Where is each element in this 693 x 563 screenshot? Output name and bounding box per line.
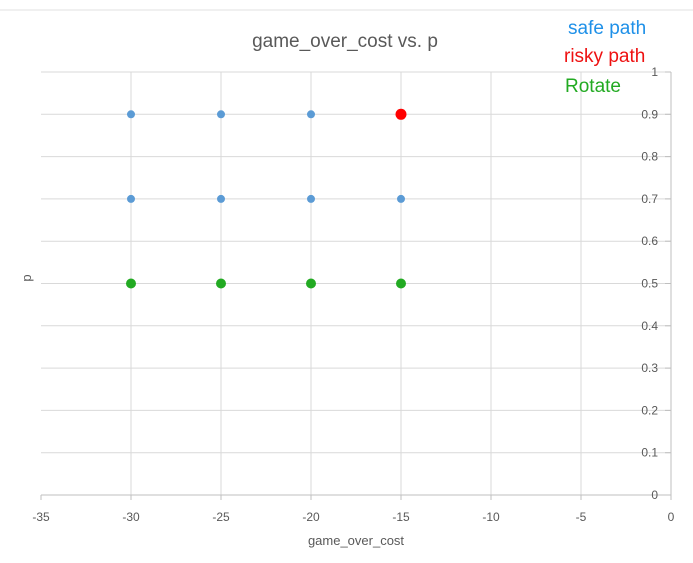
x-tick-label: -15 — [392, 510, 410, 524]
point-rotate — [396, 278, 406, 289]
point-rotate — [306, 278, 316, 289]
x-tick-label: -25 — [212, 510, 230, 524]
y-tick-label: 0.9 — [641, 107, 658, 121]
legend-entry-safe-path: safe path — [568, 18, 646, 39]
y-tick-label: 0.8 — [641, 150, 658, 164]
y-tick-label: 0 — [651, 488, 658, 502]
chart-title: game_over_cost vs. p — [252, 31, 438, 52]
y-tick-label: 0.5 — [641, 277, 658, 291]
legend: safe path risky path Rotate — [564, 18, 646, 97]
point-safe-path — [127, 194, 135, 203]
y-axis-label: p — [19, 274, 34, 281]
x-axis-label: game_over_cost — [308, 533, 404, 548]
y-tick-label: 0.2 — [641, 403, 658, 417]
y-tick-label: 0.4 — [641, 319, 658, 333]
y-tick-labels: 0 0.1 0.2 0.3 0.4 0.5 0.6 0.7 0.8 0.9 1 — [641, 65, 658, 502]
point-safe-path — [217, 110, 225, 119]
point-safe-path — [397, 194, 405, 203]
x-tick-label: -20 — [302, 510, 320, 524]
legend-entry-risky-path: risky path — [564, 46, 645, 67]
point-safe-path — [127, 110, 135, 119]
legend-entry-rotate: Rotate — [565, 76, 621, 97]
x-tick-label: -30 — [122, 510, 140, 524]
x-tick-label: 0 — [668, 510, 675, 524]
x-tick-label: -35 — [32, 510, 50, 524]
point-rotate — [216, 278, 226, 289]
point-safe-path — [217, 194, 225, 203]
axes — [40, 71, 672, 500]
x-tick-label: -5 — [576, 510, 587, 524]
y-tick-label: 0.6 — [641, 234, 658, 248]
y-tick-label: 0.1 — [641, 446, 658, 460]
point-safe-path — [307, 194, 315, 203]
x-tick-label: -10 — [482, 510, 500, 524]
y-tick-label: 1 — [651, 65, 658, 79]
x-tick-labels: -35 -30 -25 -20 -15 -10 -5 0 — [32, 510, 674, 524]
y-tick-label: 0.3 — [641, 361, 658, 375]
y-tick-label: 0.7 — [641, 192, 658, 206]
point-safe-path — [307, 110, 315, 119]
point-rotate — [126, 278, 136, 289]
point-risky-path — [395, 108, 407, 120]
data-points — [126, 108, 407, 289]
